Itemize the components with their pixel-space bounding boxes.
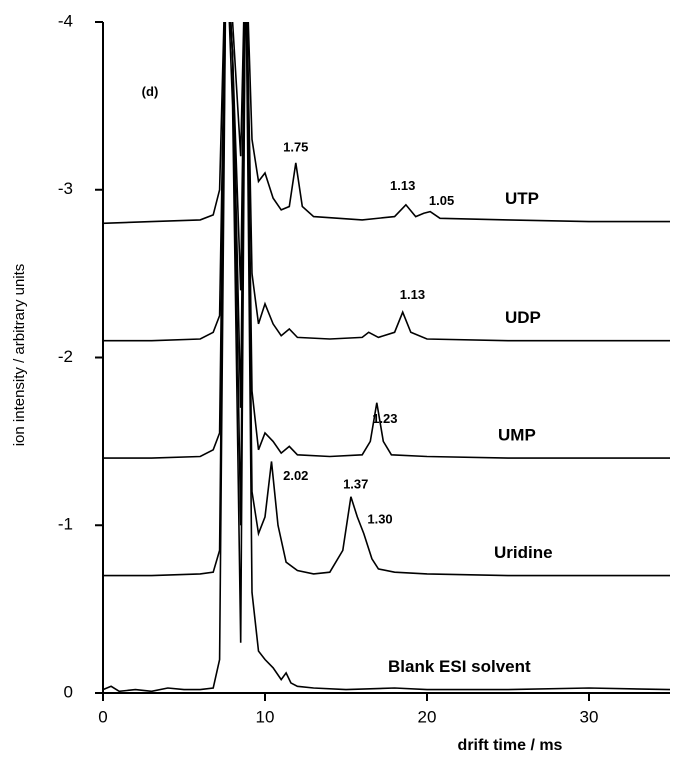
trace [103, 22, 670, 225]
trace [103, 22, 670, 342]
annotation: 1.30 [367, 512, 392, 527]
annotation: 1.75 [283, 139, 308, 154]
y-tick-label: -3 [58, 179, 73, 198]
trace-label: UMP [498, 426, 536, 445]
trace [103, 22, 670, 577]
x-tick-label: 0 [98, 707, 107, 726]
trace-label: UDP [505, 308, 541, 327]
trace-label: Blank ESI solvent [388, 657, 531, 676]
annotation: 2.02 [283, 468, 308, 483]
y-tick-label: -2 [58, 347, 73, 366]
y-tick-label: 0 [64, 682, 73, 701]
x-tick-label: 10 [256, 707, 275, 726]
plot-area [103, 22, 670, 693]
trace-label: Uridine [494, 543, 553, 562]
annotation: 1.23 [372, 411, 397, 426]
annotation: 1.37 [343, 476, 368, 491]
annotation: (d) [142, 84, 159, 99]
x-tick-label: 30 [580, 707, 599, 726]
x-tick-label: 20 [418, 707, 437, 726]
x-axis-label: drift time / ms [458, 737, 563, 754]
annotation: 1.13 [390, 178, 415, 193]
trace [103, 22, 670, 693]
y-axis-label: ion intensity / arbitrary units [11, 264, 28, 447]
trace [103, 22, 670, 459]
annotation: 1.05 [429, 193, 454, 208]
annotation: 1.13 [400, 287, 425, 302]
y-tick-label: -1 [58, 515, 73, 534]
trace-label: UTP [505, 189, 539, 208]
y-tick-label: -4 [58, 11, 73, 30]
